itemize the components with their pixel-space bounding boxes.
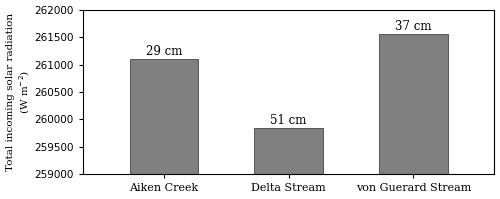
Bar <box>379 34 448 199</box>
Text: 29 cm: 29 cm <box>146 45 182 58</box>
Bar <box>254 128 323 199</box>
Text: 37 cm: 37 cm <box>395 20 432 33</box>
Bar <box>130 59 198 199</box>
Y-axis label: Total incoming solar radiation
(W m$^{-2}$): Total incoming solar radiation (W m$^{-2… <box>6 13 32 171</box>
Text: 51 cm: 51 cm <box>270 114 307 127</box>
